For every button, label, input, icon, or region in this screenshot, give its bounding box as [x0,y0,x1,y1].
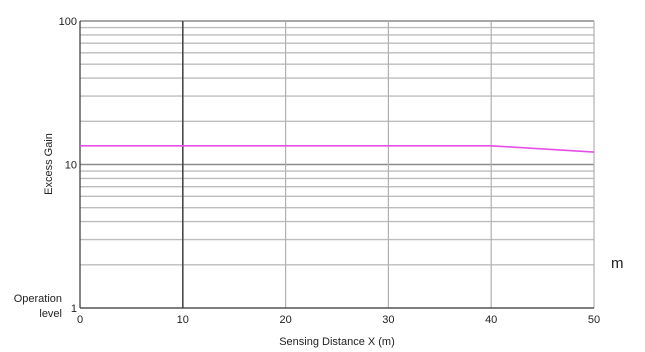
x-tick-label: 50 [588,314,600,326]
side-unit-label: m [611,255,624,272]
operation-level-label-line1: Operation [14,293,62,305]
x-tick-label: 10 [177,314,189,326]
x-tick-label: 20 [279,314,291,326]
vertical-gridlines [182,21,595,308]
y-axis-title: Excess Gain [43,133,55,195]
y-tick-labels: 1 10 100 [59,16,77,315]
y-tick-label: 1 [71,303,77,315]
x-tick-label: 0 [77,314,83,326]
x-axis-title: Sensing Distance X (m) [279,336,395,348]
x-tick-labels: 0 10 20 30 40 50 [77,314,600,326]
series-line [80,145,595,153]
x-tick-label: 40 [485,314,497,326]
operation-level-label-line2: level [39,308,62,320]
horizontal-gridlines [80,20,594,266]
x-tick-label: 30 [382,314,394,326]
y-tick-label: 100 [59,16,77,28]
series-group [79,145,595,153]
y-tick-label: 10 [65,160,77,172]
